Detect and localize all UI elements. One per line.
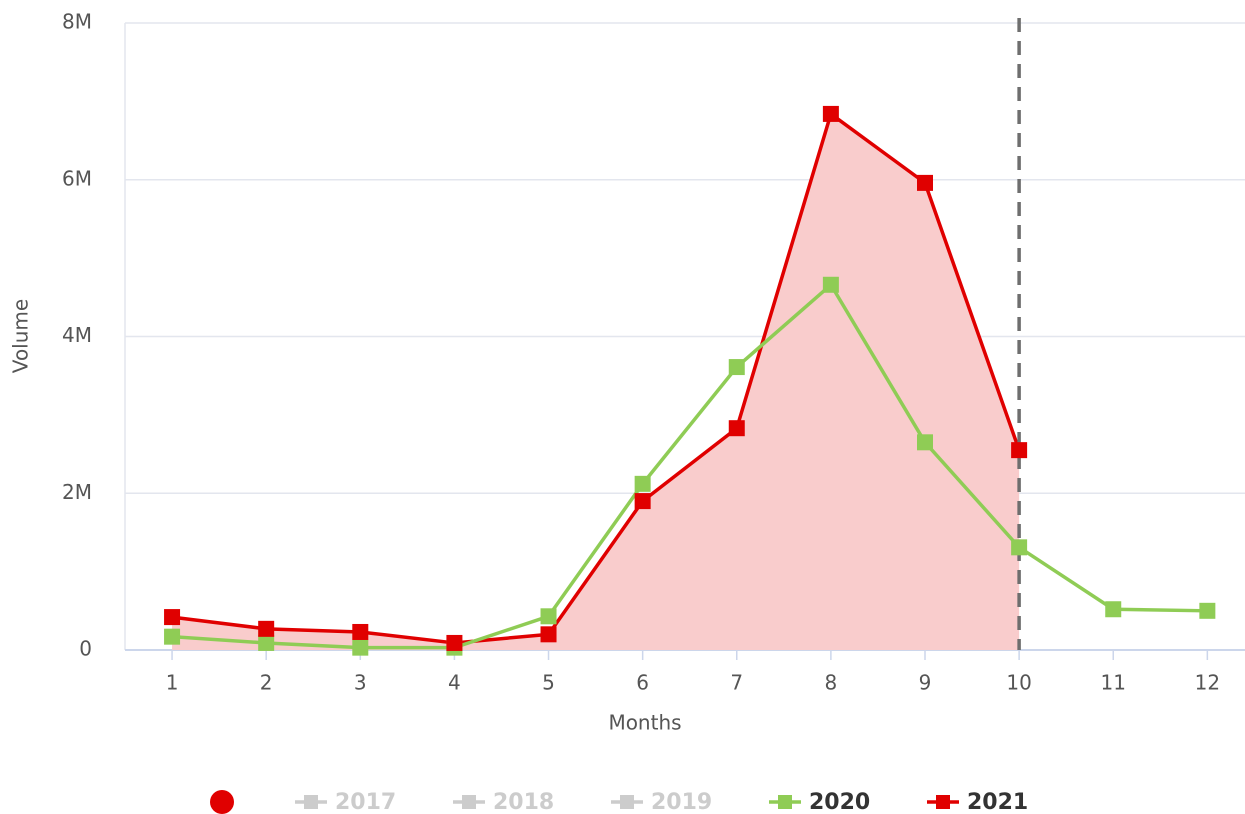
point [1011, 539, 1028, 556]
y-tick-label: 6M [62, 166, 92, 190]
point [634, 493, 651, 510]
point [822, 276, 839, 293]
y-tick-label: 8M [62, 10, 92, 34]
x-tick-label: 4 [448, 671, 461, 695]
point [258, 634, 275, 651]
x-tick-label: 9 [919, 671, 932, 695]
area [172, 113, 1020, 651]
point [822, 105, 839, 122]
y-tick-label: 2M [62, 480, 92, 504]
legend-label[interactable]: 2018 [493, 790, 554, 814]
point [352, 639, 369, 656]
line [171, 283, 1208, 650]
legend-label[interactable]: 2021 [967, 790, 1028, 814]
x-tick-label: 3 [354, 671, 367, 695]
x-axis-label: Months [608, 711, 681, 735]
point [634, 475, 651, 492]
y-axis-label: Volume [9, 299, 33, 373]
legend-marker [620, 795, 634, 809]
x-tick-label: 8 [825, 671, 838, 695]
point [164, 609, 181, 626]
point [1011, 442, 1028, 459]
legend-dot [210, 790, 234, 814]
point [917, 174, 933, 191]
legend-marker [462, 795, 476, 809]
point [258, 620, 275, 637]
point [1199, 602, 1216, 619]
point [352, 623, 369, 640]
point [540, 608, 557, 625]
legend-marker [778, 795, 792, 809]
point [728, 420, 745, 437]
x-tick-label: 2 [260, 671, 273, 695]
x-tick-label: 11 [1101, 671, 1126, 695]
point [446, 634, 463, 651]
point [728, 359, 745, 376]
x-tick-label: 12 [1195, 671, 1220, 695]
point [540, 626, 557, 643]
legend-label[interactable]: 2019 [651, 790, 712, 814]
x-tick-label: 6 [636, 671, 649, 695]
legend-label[interactable]: 2020 [809, 790, 870, 814]
x-tick-label: 1 [166, 671, 179, 695]
y-tick-label: 0 [79, 637, 92, 661]
x-tick-label: 10 [1006, 671, 1031, 695]
line [171, 112, 1021, 645]
point [917, 434, 933, 451]
point [164, 628, 181, 645]
x-tick-label: 7 [730, 671, 743, 695]
legend-label[interactable]: 2017 [335, 790, 396, 814]
legend-marker [936, 795, 950, 809]
legend-marker [304, 795, 318, 809]
x-tick-label: 5 [542, 671, 555, 695]
point [1105, 601, 1122, 618]
y-tick-label: 4M [62, 323, 92, 347]
